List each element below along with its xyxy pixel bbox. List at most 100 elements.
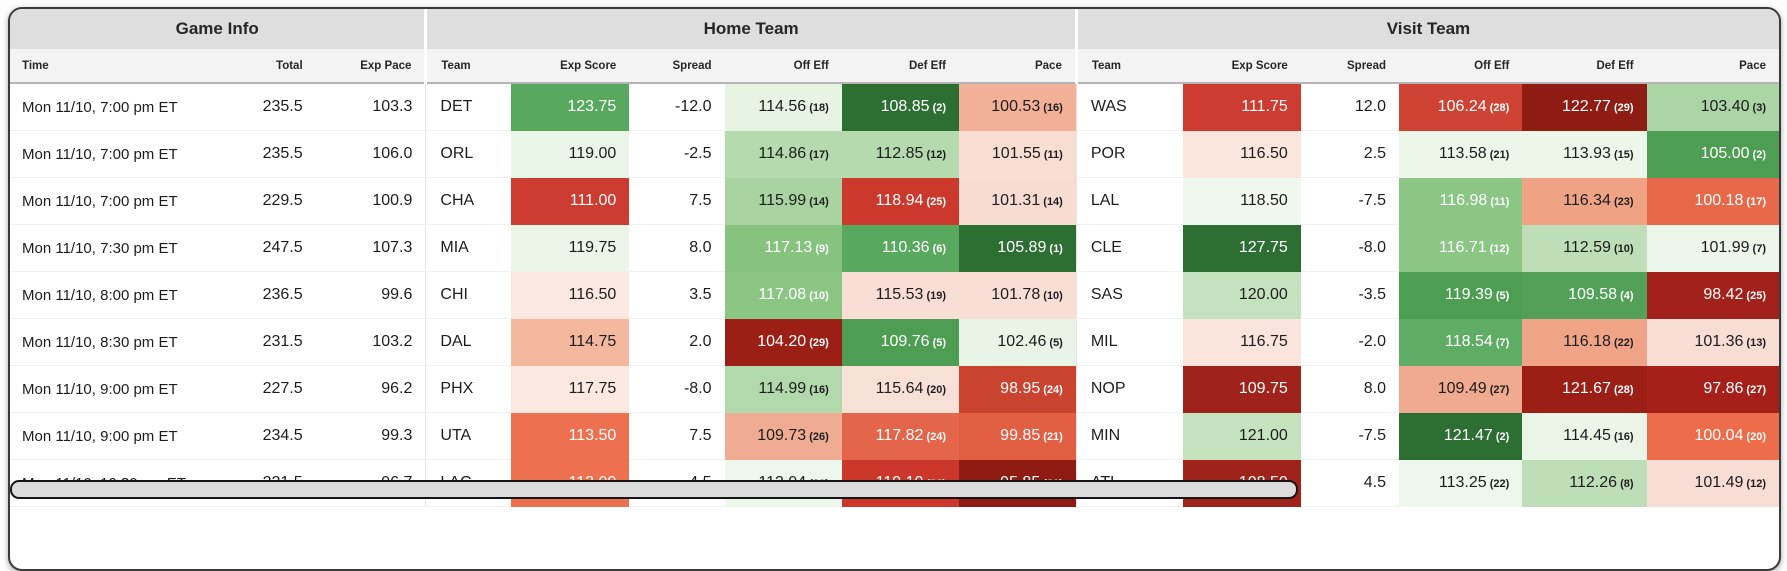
home-team-cell: DAL [425,318,512,366]
home-exp-score-cell: 113.50 [511,412,630,460]
col-header-home-def-eff: Def Eff [841,49,960,84]
col-header-home-pace: Pace [959,49,1077,84]
stat-value: 112.59 [1563,239,1611,256]
home-pace-cell: 102.46 (5) [959,318,1077,366]
home-pace-cell: 101.78 (10) [959,271,1077,319]
home-off-eff-cell: 104.20 (29) [724,318,842,366]
stat-rank: (19) [923,290,947,302]
home-off-eff-cell: 115.99 (14) [724,177,842,225]
home-off-eff-cell: 109.73 (26) [724,412,842,460]
stat-value: 109.73 [757,427,807,444]
stat-rank: (13) [1743,337,1766,349]
stat-rank: (2) [1492,431,1510,443]
visit-def-eff-cell: 109.58 (4) [1522,271,1647,319]
col-header-total: Total [255,49,316,84]
home-def-eff-cell: 108.85 (2) [841,83,960,131]
col-header-visit-spread: Spread [1300,49,1400,84]
stat-value: 102.46 [997,333,1047,350]
visit-exp-score-cell: 111.75 [1182,83,1301,131]
stat-value: 115.53 [875,286,924,303]
stat-rank: (29) [806,337,829,349]
visit-team-cell: POR [1075,130,1183,178]
games-table: Game Info Home Team Visit Team Time Tota… [10,9,1779,507]
game-row: Mon 11/10, 7:00 pm ET 235.5 103.3 DET 123.75… [10,83,1779,131]
home-team-cell: DET [425,83,512,131]
stat-rank: (23) [1610,196,1634,208]
visit-def-eff-cell: 116.18 (22) [1522,318,1647,366]
home-off-eff-cell: 117.08 (10) [724,271,842,319]
time-cell: Mon 11/10, 7:00 pm ET [10,130,256,178]
stat-rank: (17) [1743,196,1766,208]
group-header-game-info: Game Info [10,9,426,49]
stat-value: 117.13 [764,239,813,256]
stat-rank: (12) [1743,478,1766,490]
stat-rank: (26) [806,431,829,443]
home-def-eff-cell: 112.85 (12) [841,130,960,178]
exp-pace-cell: 103.3 [315,83,426,131]
home-off-eff-cell: 114.86 (17) [724,130,842,178]
visit-spread-cell: -7.5 [1300,177,1400,225]
time-cell: Mon 11/10, 8:30 pm ET [10,318,256,366]
stat-rank: (20) [1743,431,1766,443]
visit-def-eff-cell: 112.59 (10) [1522,224,1647,272]
stat-value: 100.18 [1694,192,1744,209]
stat-value: 112.85 [875,145,924,162]
home-exp-score-cell: 123.75 [511,83,630,131]
stat-value: 121.67 [1561,380,1611,397]
visit-pace-cell: 97.86 (27) [1646,365,1779,413]
visit-team-cell: SAS [1075,271,1183,319]
home-spread-cell: 3.5 [629,271,725,319]
stat-value: 109.76 [880,333,930,350]
stat-rank: (25) [923,196,947,208]
stat-value: 119.39 [1445,286,1493,303]
stat-value: 122.77 [1561,98,1611,116]
visit-off-eff-cell: 116.98 (11) [1399,177,1523,225]
stat-rank: (14) [1040,196,1063,208]
exp-pace-cell: 96.2 [315,365,426,413]
visit-def-eff-cell: 112.26 (8) [1522,459,1647,507]
visit-spread-cell: 12.0 [1300,83,1400,131]
stat-value: 98.42 [1703,286,1744,303]
col-header-exp-pace: Exp Pace [315,49,426,84]
stat-rank: (11) [1040,149,1063,161]
exp-pace-cell: 100.9 [315,177,426,225]
stat-value: 101.49 [1694,474,1744,491]
stat-rank: (22) [1610,337,1634,349]
stat-rank: (9) [812,243,829,255]
stat-value: 109.49 [1437,380,1487,397]
column-header-row: Time Total Exp Pace Team Exp Score Sprea… [10,49,1779,84]
stat-value: 99.85 [1000,427,1041,444]
stat-value: 114.86 [758,145,807,162]
total-cell: 247.5 [255,224,316,272]
visit-spread-cell: -2.0 [1300,318,1400,366]
visit-spread-cell: -3.5 [1300,271,1400,319]
col-header-visit-def-eff: Def Eff [1522,49,1647,84]
total-cell: 229.5 [255,177,316,225]
stat-value: 114.99 [758,380,807,397]
total-cell: 236.5 [255,271,316,319]
home-spread-cell: -2.5 [629,130,725,178]
home-def-eff-cell: 118.94 (25) [841,177,960,225]
stat-value: 100.04 [1694,427,1744,444]
stat-value: 116.34 [1563,192,1611,209]
col-header-visit-off-eff: Off Eff [1399,49,1523,84]
home-pace-cell: 101.31 (14) [959,177,1077,225]
table-body: Mon 11/10, 7:00 pm ET 235.5 103.3 DET 123.75… [10,83,1779,507]
scrollbar-thumb[interactable] [10,480,1299,499]
stat-rank: (22) [1486,478,1510,490]
visit-off-eff-cell: 119.39 (5) [1399,271,1523,319]
stat-rank: (28) [1610,384,1634,396]
game-row: Mon 11/10, 7:00 pm ET 235.5 106.0 ORL 119.00… [10,130,1779,178]
stat-value: 97.86 [1703,380,1744,397]
stat-rank: (24) [1040,384,1063,396]
stat-value: 105.89 [997,239,1047,256]
visit-team-cell: NOP [1075,365,1183,413]
game-row: Mon 11/10, 8:00 pm ET 236.5 99.6 CHI 116.50 3… [10,271,1779,319]
game-row: Mon 11/10, 8:30 pm ET 231.5 103.2 DAL 114.75… [10,318,1779,366]
stat-rank: (10) [1040,290,1063,302]
stat-value: 117.08 [758,286,807,303]
home-off-eff-cell: 114.56 (18) [724,83,842,131]
stat-rank: (16) [1610,431,1634,443]
stat-value: 106.24 [1437,98,1487,116]
col-header-time: Time [10,49,256,84]
